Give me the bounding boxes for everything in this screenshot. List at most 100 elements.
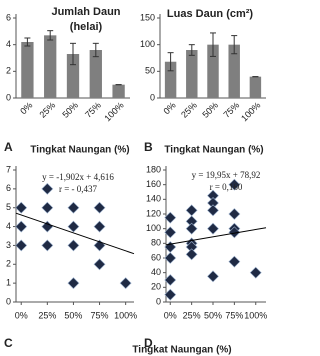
point <box>15 220 28 233</box>
panel-label: D <box>144 336 153 350</box>
x-tick-label: 75% <box>225 310 243 320</box>
x-tick-label: 50% <box>60 100 80 120</box>
point <box>228 226 241 239</box>
chart-title: Jumlah Daun <box>51 6 120 18</box>
y-tick-label: 5 <box>6 202 11 212</box>
point <box>164 288 177 301</box>
y-tick-label: 150 <box>140 12 155 22</box>
y-tick-label: 7 <box>6 164 11 174</box>
x-tick-label: 50% <box>64 310 82 320</box>
trend-r: r = - 0,437 <box>59 184 98 194</box>
y-tick-label: 4 <box>6 39 11 49</box>
x-tick-label: 0% <box>15 310 28 320</box>
point <box>15 201 28 214</box>
y-tick-label: 6 <box>6 183 11 193</box>
bar <box>21 42 34 98</box>
point <box>15 239 28 252</box>
point <box>41 239 54 252</box>
point <box>207 204 219 217</box>
bar <box>66 54 80 98</box>
y-tick-label: 0 <box>6 92 11 102</box>
point <box>93 258 106 271</box>
y-tick-label: 20 <box>151 282 161 292</box>
x-tick-label: 75% <box>91 310 109 320</box>
point <box>207 270 219 283</box>
chart-title: Luas Daun (cm²) <box>167 8 254 20</box>
y-tick-label: 140 <box>146 194 161 204</box>
x-tick-label: 75% <box>83 100 103 120</box>
y-tick-label: 1 <box>6 278 11 288</box>
y-tick-label: 180 <box>146 164 161 174</box>
point <box>67 220 80 233</box>
bar <box>164 61 177 98</box>
point <box>164 211 177 224</box>
point <box>67 201 80 214</box>
point <box>207 222 219 235</box>
point <box>164 274 177 286</box>
x-axis-label: Tingkat Naungan (%) <box>30 145 129 156</box>
x-tick-label: 25% <box>37 100 57 120</box>
trend-line <box>15 212 135 255</box>
y-tick-label: 60 <box>151 252 161 262</box>
y-tick-label: 3 <box>6 240 11 250</box>
x-tick-label: 100% <box>239 100 262 123</box>
point <box>93 220 106 233</box>
x-tick-label: 25% <box>38 310 56 320</box>
bar <box>44 35 57 98</box>
trend-equation: y = 19,95x + 78,92 <box>192 170 261 180</box>
y-tick-label: 40 <box>151 267 161 277</box>
point <box>185 222 198 235</box>
y-tick-label: 0 <box>150 92 155 102</box>
point <box>119 277 132 290</box>
x-tick-label: 25% <box>183 310 201 320</box>
bar <box>249 76 262 98</box>
y-tick-label: 4 <box>6 221 11 231</box>
panel-label: C <box>4 336 13 350</box>
point <box>41 201 54 214</box>
x-axis-label: Tingkat Naungan (%) <box>132 345 231 356</box>
point <box>185 248 198 261</box>
y-tick-label: 0 <box>156 296 161 306</box>
x-tick-label: 0% <box>164 310 177 320</box>
point <box>249 266 262 279</box>
point <box>67 239 80 252</box>
x-tick-label: 25% <box>179 100 199 120</box>
page: {"chart_data": [ {"type": "bar", "panel"… <box>4 5 268 356</box>
trend-line <box>165 227 267 246</box>
trend-equation: y = -1,902x + 4,616 <box>42 172 114 182</box>
y-tick-label: 100 <box>140 39 155 49</box>
bar <box>89 50 102 98</box>
chart-subtitle: (helai) <box>70 21 103 33</box>
bar <box>207 44 219 98</box>
bar <box>186 50 198 98</box>
point <box>228 255 241 268</box>
panel-label: B <box>144 140 153 154</box>
y-tick-label: 0 <box>6 296 11 306</box>
x-tick-label: 0% <box>161 100 177 116</box>
y-tick-label: 160 <box>146 179 161 189</box>
bar <box>112 84 125 98</box>
y-tick-label: 120 <box>146 208 161 218</box>
figure: Jumlah Daun (helai) A Tingkat Naungan (%) 0 2… <box>4 6 267 356</box>
point <box>185 204 198 217</box>
trend-r: r = 0,160 <box>210 182 243 192</box>
bar <box>228 44 240 98</box>
point <box>41 182 54 195</box>
point <box>164 226 177 239</box>
point <box>93 201 106 214</box>
point <box>228 178 241 191</box>
x-tick-label: 100% <box>102 100 125 123</box>
point <box>164 252 177 264</box>
y-tick-label: 80 <box>151 238 161 248</box>
y-tick-label: 50 <box>145 66 155 76</box>
x-tick-label: 100% <box>244 310 267 320</box>
y-tick-label: 6 <box>6 12 11 22</box>
point <box>67 277 80 290</box>
y-tick-label: 2 <box>6 259 11 269</box>
panel-label: A <box>4 140 13 154</box>
y-tick-label: 100 <box>146 223 161 233</box>
y-tick-label: 2 <box>6 66 11 76</box>
x-tick-label: 50% <box>204 310 222 320</box>
point <box>228 208 241 220</box>
x-tick-label: 100% <box>114 310 137 320</box>
